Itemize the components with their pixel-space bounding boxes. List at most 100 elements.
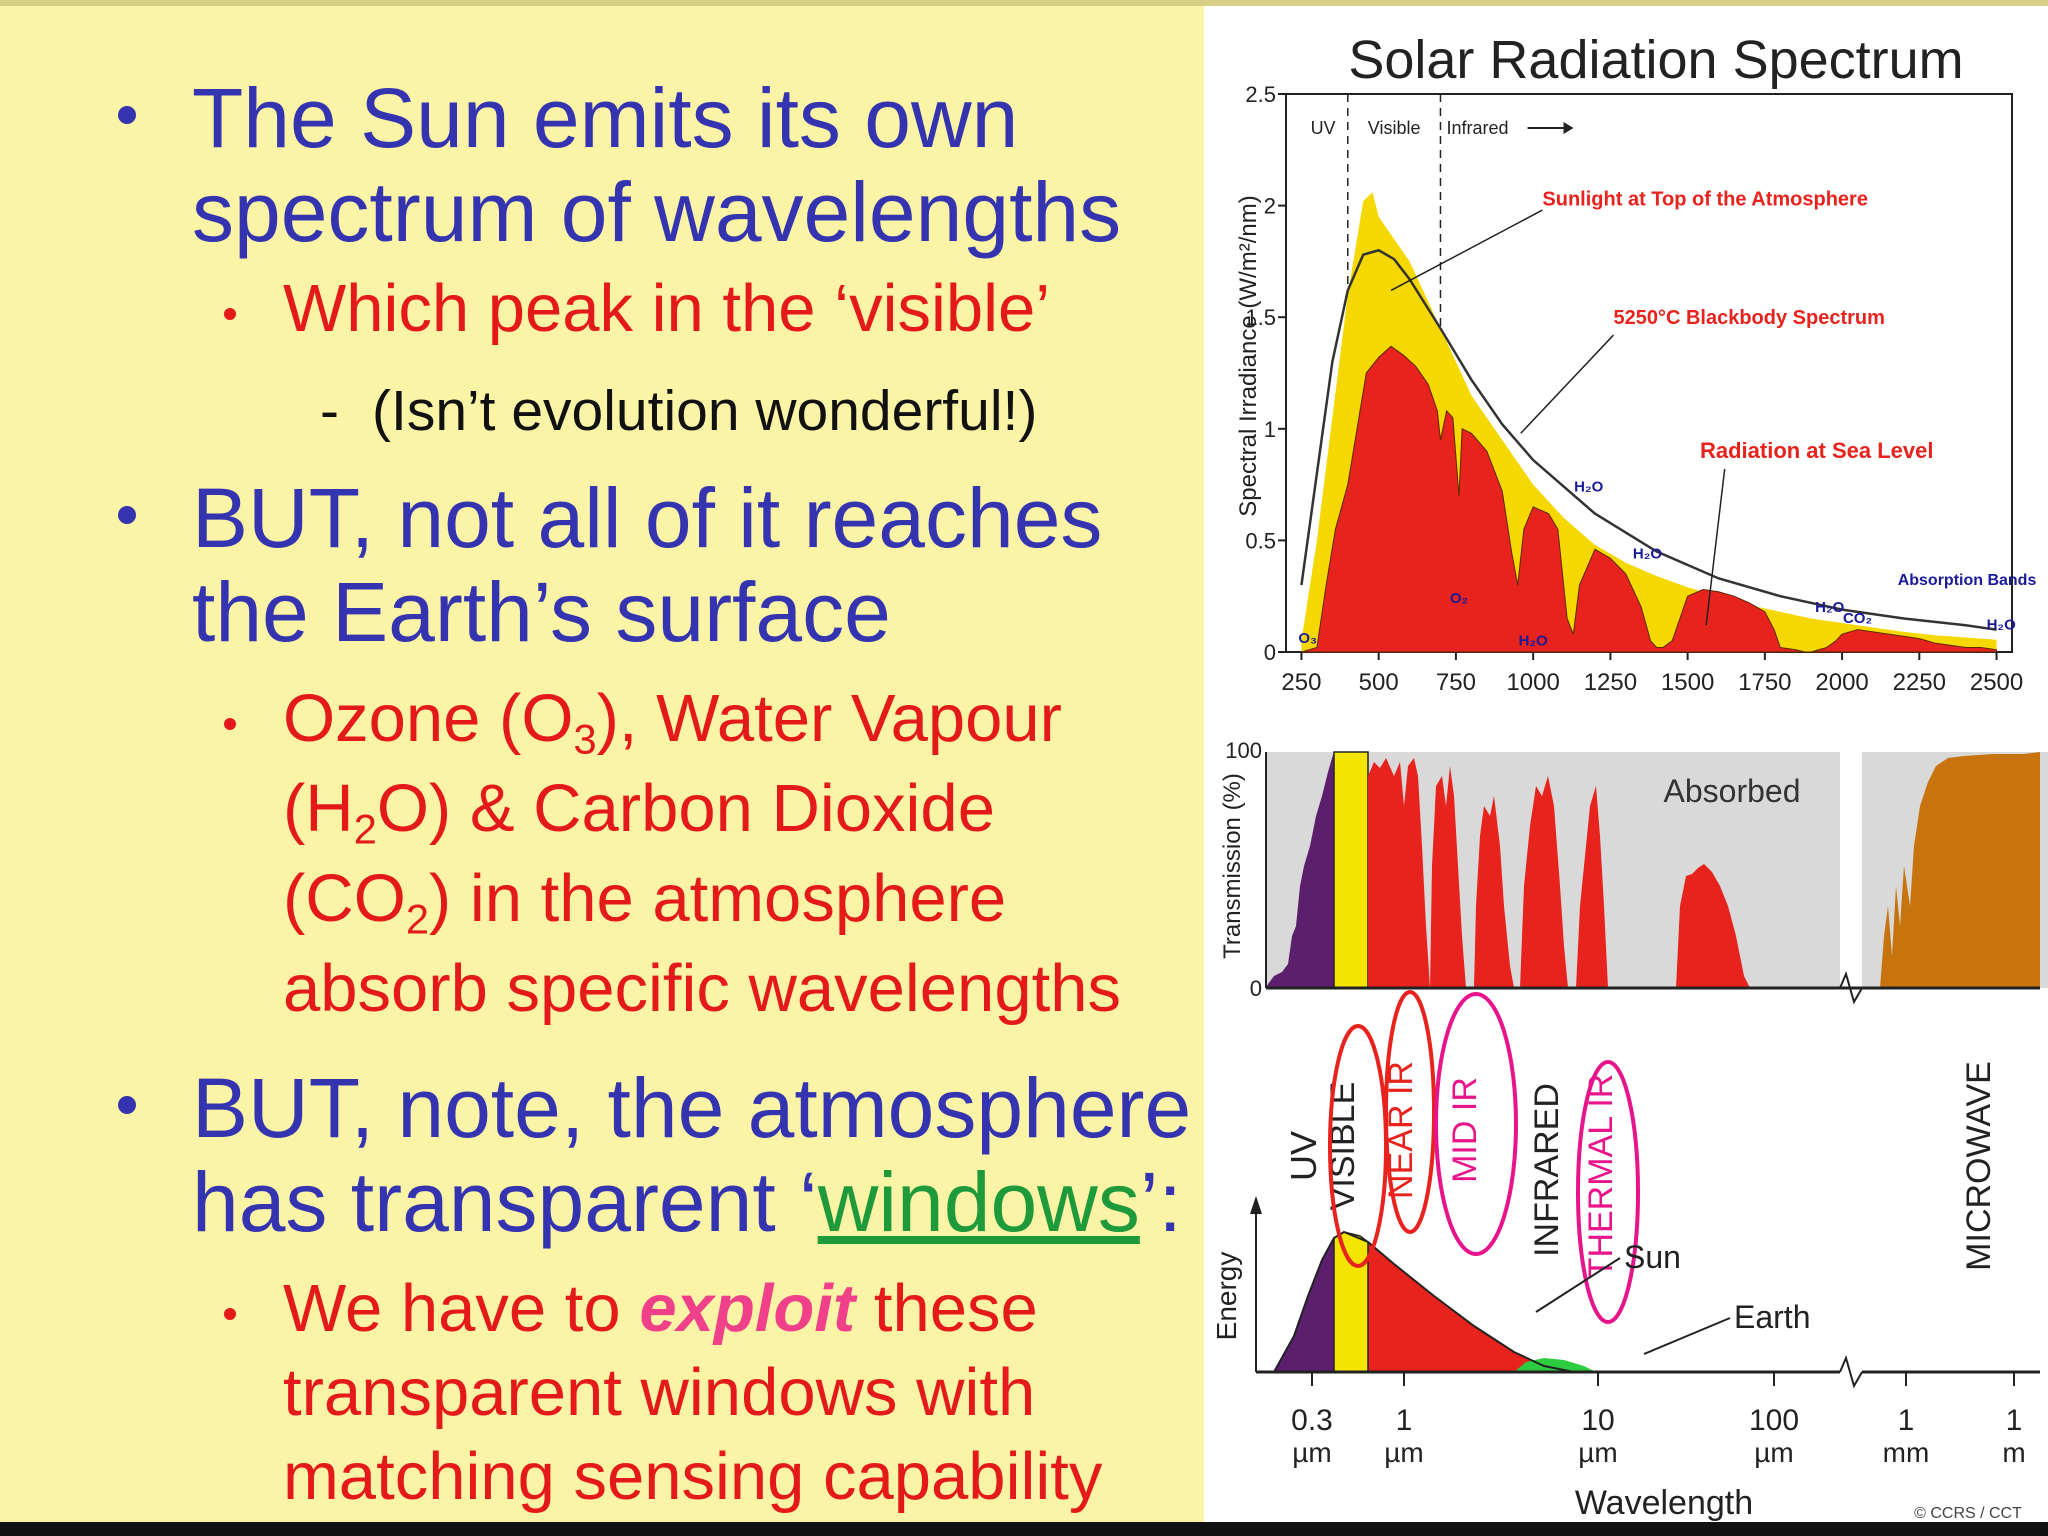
windows-link[interactable]: windows xyxy=(817,1155,1140,1249)
y-tick-label: 0.5 xyxy=(1245,528,1276,553)
text-panel: The Sun emits its own spectrum of wavele… xyxy=(0,6,1200,1522)
bullet1-subsub-dash: - xyxy=(320,379,339,443)
series-blackbody xyxy=(1300,248,1997,631)
y-tick-label: 1 xyxy=(1264,417,1276,442)
xtick-value: 1 xyxy=(1396,1404,1413,1437)
band-label: UV xyxy=(1311,118,1336,138)
bullet2-sub-line4: absorb specific wavelengths xyxy=(283,951,1121,1026)
bullet2-sub-line1: Ozone (O3), Water Vapour xyxy=(283,681,1062,763)
energy-label: Energy xyxy=(1211,1252,1242,1341)
annotation-label: Sunlight at Top of the Atmosphere xyxy=(1542,189,1868,211)
y-tick-label: 2 xyxy=(1264,194,1276,219)
top-border xyxy=(0,0,2048,6)
bullet1-line1: The Sun emits its own xyxy=(192,71,1019,165)
bullet2-line2: the Earth’s surface xyxy=(192,565,891,659)
chart1-ylabel: Spectral Irradiance (W/m²/nm) xyxy=(1235,195,1262,516)
circle-near-ir xyxy=(1384,990,1436,1234)
transmission-visible xyxy=(1333,751,1369,989)
xtick-unit: µm xyxy=(1384,1437,1423,1468)
annotation-label: CO₂ xyxy=(1843,610,1872,627)
xtick-unit: µm xyxy=(1754,1437,1793,1468)
bullet-dot xyxy=(118,106,136,124)
y-tick-label: 0 xyxy=(1264,640,1276,665)
transmission-ir-window xyxy=(1474,796,1514,988)
axis-break-gap xyxy=(1840,752,1862,988)
x-tick-label: 2000 xyxy=(1815,669,1868,696)
annotation-label: 5250°C Blackbody Spectrum xyxy=(1613,307,1884,329)
x-tick-label: 1250 xyxy=(1584,669,1637,696)
annotation-label: H₂O xyxy=(1519,632,1548,649)
bullet3-line1: BUT, note, the atmosphere xyxy=(192,1061,1192,1155)
annotation-label: Radiation at Sea Level xyxy=(1700,438,1934,463)
x-tick-label: 750 xyxy=(1436,669,1476,696)
x-tick-label: 1750 xyxy=(1738,669,1791,696)
pointer-line xyxy=(1520,334,1615,434)
absorbed-label: Absorbed xyxy=(1664,773,1801,809)
x-tick-label: 2500 xyxy=(1970,669,2023,696)
axis-break-mark xyxy=(1839,971,1863,1005)
energy-arrow-icon xyxy=(1250,1196,1262,1214)
series-sea-level xyxy=(1301,345,1998,653)
sun-curve-uv xyxy=(1274,1238,1334,1372)
bullet3-sub-line3: matching sensing capability xyxy=(283,1439,1103,1514)
sun-label: Sun xyxy=(1624,1239,1681,1275)
xtick-unit: µm xyxy=(1292,1437,1331,1468)
pointer-line xyxy=(1705,468,1726,626)
bottom-border xyxy=(0,1522,2048,1536)
transmission-ir-window xyxy=(1430,766,1466,988)
transmission-uv xyxy=(1266,752,1334,988)
transmission-ir-window xyxy=(1520,776,1568,988)
sub-bullet-dot xyxy=(224,718,236,730)
x-tick-label: 500 xyxy=(1359,669,1399,696)
y-tick-label: 2.5 xyxy=(1245,82,1276,107)
x-tick-label: 250 xyxy=(1281,669,1321,696)
annotation-label: H₂O xyxy=(1574,478,1603,495)
xtick-value: 100 xyxy=(1749,1404,1799,1437)
xtick-value: 0.3 xyxy=(1291,1404,1333,1437)
annotation-label: H₂O xyxy=(1815,599,1844,616)
xtick-unit: mm xyxy=(1883,1437,1930,1468)
transmission-ir-window xyxy=(1676,864,1750,988)
exploit-emphasis: exploit xyxy=(639,1271,856,1346)
bullet1-subsub: (Isn’t evolution wonderful!) xyxy=(372,379,1038,443)
bullet2-sub-line2: (H2O) & Carbon Dioxide xyxy=(283,771,995,853)
annotation-label: H₂O xyxy=(1987,617,2016,634)
sun-curve-visible xyxy=(1333,1231,1369,1373)
chart2-ytick-0: 0 xyxy=(1250,976,1262,1001)
earth-label: Earth xyxy=(1734,1299,1810,1335)
bullet2-line1: BUT, not all of it reaches xyxy=(192,471,1103,565)
bullet3-line2: has transparent ‘windows’: xyxy=(192,1155,1182,1249)
bullet1-line2: spectrum of wavelengths xyxy=(192,165,1122,259)
annotation-label: Absorption Bands xyxy=(1898,572,2037,589)
spectrum-figure: Solar Radiation Spectrum UV Visible Infrar… xyxy=(1204,6,2048,1522)
annotation-label: H₂O xyxy=(1633,545,1662,562)
chart1-annotations: Sunlight at Top of the Atmosphere 5250°C … xyxy=(1298,189,2036,650)
sub-bullet-dot xyxy=(224,308,236,320)
figure-svg: Solar Radiation Spectrum UV Visible Infrar… xyxy=(1211,30,2048,1522)
pointer-line xyxy=(1390,209,1543,292)
bullet3-sub-line2: transparent windows with xyxy=(283,1355,1036,1430)
sun-curve-outline xyxy=(1273,1230,1575,1373)
sun-pointer xyxy=(1535,1257,1621,1313)
band-label-thermal-ir: THERMAL IR xyxy=(1582,1074,1620,1279)
xtick-unit: µm xyxy=(1578,1437,1617,1468)
y-tick-label: 1.5 xyxy=(1245,305,1276,330)
band-label-microwave: MICROWAVE xyxy=(1960,1061,1998,1271)
x-tick-label: 1000 xyxy=(1506,669,1559,696)
bullet3-sub-line1: We have to exploit these xyxy=(283,1271,1038,1346)
chart1-series xyxy=(1300,192,1998,653)
annotation-label: O₃ xyxy=(1298,630,1317,647)
band-label: Visible xyxy=(1368,118,1421,138)
band-label: Infrared xyxy=(1447,118,1509,138)
credit-label: © CCRS / CCT xyxy=(1914,1505,2022,1522)
earth-pointer xyxy=(1643,1317,1731,1355)
circle-thermal-ir xyxy=(1576,1060,1640,1324)
xtick-unit: m xyxy=(2002,1437,2025,1468)
circle-mid-ir xyxy=(1434,992,1518,1256)
xtick-value: 10 xyxy=(1581,1404,1614,1437)
bullet-dot xyxy=(118,1096,136,1114)
axis-break-mark xyxy=(1839,1355,1863,1389)
chart3-xticks: 0.3 µm 1 µm 10 µm 100 µm 1 mm 1 m xyxy=(1291,1372,2026,1468)
transmission-microwave xyxy=(1880,752,2040,988)
chart2-ylabel: Transmission (%) xyxy=(1219,773,1246,959)
